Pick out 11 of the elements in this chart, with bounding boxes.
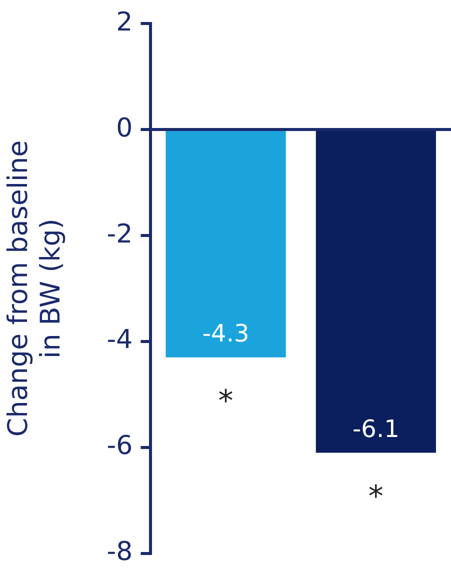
y-tick-label: 0: [116, 113, 133, 144]
y-tick-label: -4: [106, 325, 133, 356]
data-label: -4.3: [202, 320, 250, 348]
annotation: *: [368, 480, 384, 515]
data-label: -6.1: [352, 414, 400, 443]
y-axis-title: Change from baseline in BW (kg): [3, 140, 67, 437]
annotation: *: [218, 384, 234, 420]
y-tick-label: -6: [106, 431, 133, 462]
y-tick-label: -8: [106, 537, 133, 568]
y-tick-label: -2: [106, 219, 133, 250]
y-tick-label: 2: [116, 7, 133, 38]
